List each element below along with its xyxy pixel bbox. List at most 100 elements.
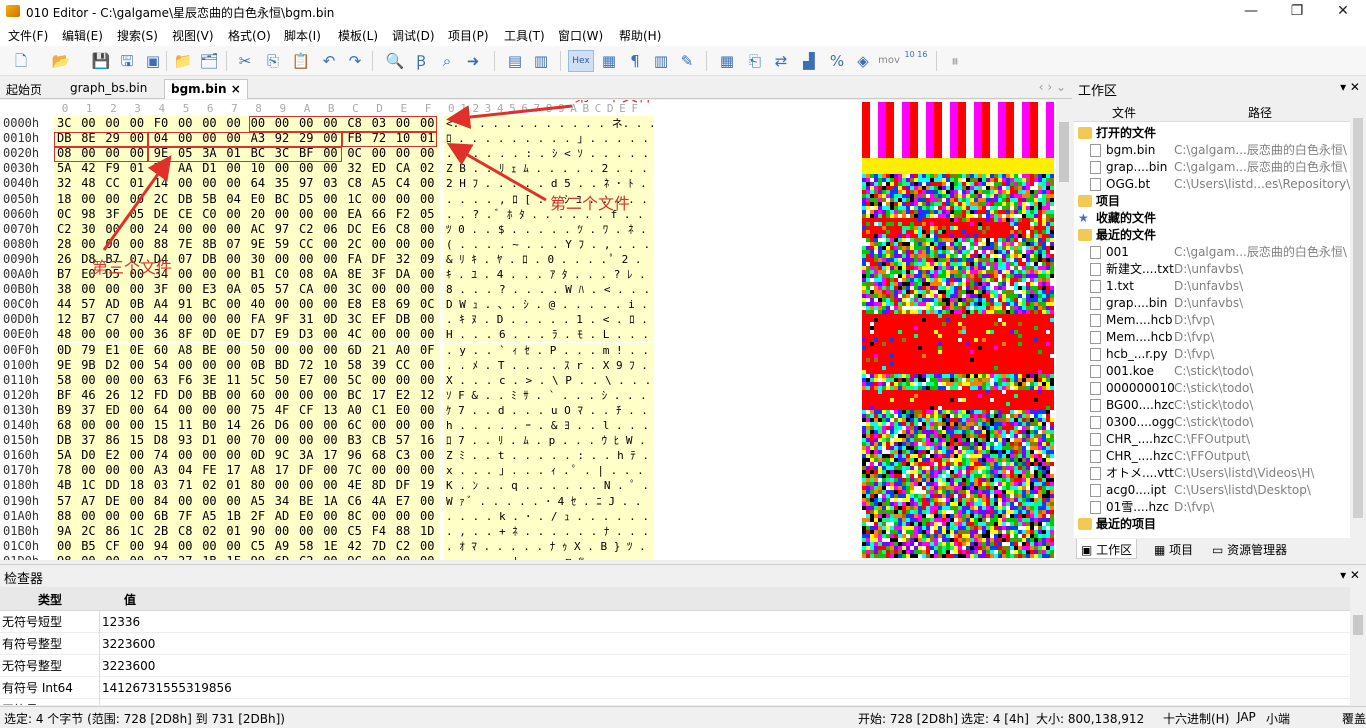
hex-byte[interactable]: 00 [420,236,435,251]
hex-byte[interactable]: FD [153,387,169,402]
hex-byte[interactable]: B7 [105,251,120,266]
hex-byte[interactable]: B3 [347,433,362,448]
hex-byte[interactable]: 7F [178,508,193,523]
hex-byte[interactable]: 9B [81,357,96,372]
hex-byte[interactable]: 57 [81,297,96,312]
menu-window[interactable]: 窗口(W) [558,29,604,43]
hex-byte[interactable]: 00 [396,554,418,560]
ascii-text[interactable]: . . . . k . ･ . / ｭ . . . . . . [446,509,650,523]
hex-byte[interactable]: 57 [274,282,290,297]
hex-byte[interactable]: 3C [274,146,290,161]
histogram-icon[interactable]: ▟ [803,52,815,70]
hex-byte[interactable]: 00 [420,116,435,130]
hex-byte[interactable]: 79 [81,342,96,357]
hex-row[interactable]: 01C0h 00 B5 CF 00 94 00 00 00 C5 A9 58 1E 42 7D C2 00. ｵ… [0,538,660,554]
hex-byte[interactable]: 00 [226,176,241,191]
hex-byte[interactable]: 92 [274,131,290,146]
ascii-text[interactable]: W ｧ ﾞ . . . . . ･ 4 ｾ . ﾆ J . . [446,494,642,508]
hex-byte[interactable]: 00 [371,508,387,523]
hex-byte[interactable]: 00 [323,236,338,251]
ascii-text[interactable]: x . . . ｣ . . . ｨ . ﾟ . | . . . [446,464,644,478]
ascii-text[interactable]: H . . . 6 . . . ﾗ . ﾓ . L . . . [446,328,650,342]
hex-byte[interactable]: 11 [226,372,241,387]
hex-byte[interactable]: 15 [129,433,145,448]
hex-byte[interactable]: 9C [347,554,369,560]
hex-byte[interactable]: 26 [105,387,120,402]
hex-byte[interactable]: 17 [226,463,241,478]
hex-byte[interactable]: 66 [371,206,387,221]
hex-byte[interactable]: A5 [371,176,387,191]
hex-byte[interactable]: C2 [57,221,72,236]
hex-byte[interactable]: 00 [420,463,435,478]
hex-byte[interactable]: 8E [347,267,362,281]
hex-byte[interactable]: 86 [105,523,120,538]
hex-byte[interactable]: 00 [81,146,96,161]
hex-byte[interactable]: 00 [129,372,145,387]
hex-byte[interactable]: 00 [420,493,435,508]
hex-byte[interactable]: 00 [250,116,266,130]
hex-byte[interactable]: 00 [395,463,411,478]
hex-byte[interactable]: 98 [81,206,96,221]
hex-byte[interactable]: 00 [299,523,314,538]
hex-byte[interactable]: C5 [250,538,266,553]
hex-byte[interactable]: A5 [202,508,217,523]
hex-byte[interactable]: DD [105,478,120,493]
hex-byte[interactable]: 01 [129,176,145,191]
hex-byte[interactable]: 00 [420,176,435,191]
hex-byte[interactable]: 9C [274,448,290,463]
hex-byte[interactable]: 00 [202,312,217,327]
hex-byte[interactable]: 4A [371,493,387,508]
hex-byte[interactable]: C2 [299,221,314,236]
open-file-icon[interactable]: 📂 [51,52,71,70]
ascii-text[interactable]: X . . . c . > . \ P . . \ . . . [446,373,652,387]
hex-byte[interactable]: 9E [57,357,72,372]
hex-byte[interactable]: 0C [420,297,435,312]
ascii-text[interactable]: . . ﾒ . T . . . . ｽ r . X 9 ﾌ . [446,358,648,372]
hex-byte[interactable]: 00 [420,146,435,161]
hex-byte[interactable]: 97 [299,176,314,191]
hex-byte[interactable]: 09 [420,251,435,266]
hex-byte[interactable]: 00 [105,236,120,251]
hex-byte[interactable]: A3 [153,463,169,478]
hex-byte[interactable]: A0 [347,402,362,417]
hex-byte[interactable]: D8 [81,251,96,266]
hex-byte[interactable]: 00 [226,493,241,508]
hex-byte[interactable]: 00 [81,327,96,342]
hex-byte[interactable]: 00 [323,463,338,478]
hex-byte[interactable]: B9 [57,402,72,417]
hex-byte[interactable]: 21 [371,342,387,357]
hex-byte[interactable]: 00 [81,282,96,297]
hex-byte[interactable]: 00 [226,402,241,417]
hex-byte[interactable]: 00 [105,554,127,560]
hex-byte[interactable]: 57 [395,433,411,448]
hex-byte[interactable]: 6B [153,508,169,523]
hex-byte[interactable]: 0B [129,297,145,312]
ascii-text[interactable]: Z B . . ﾘ ｪ ﾑ . . . . . 2 . . . [446,162,648,176]
ascii-text[interactable]: ( . . . . ~ . . . Y ﾌ . , . . . [446,237,651,251]
hex-byte[interactable]: B7 [81,312,96,327]
menu-search[interactable]: 搜索(S) [117,29,158,43]
cut-icon[interactable]: ✂ [238,52,252,70]
hex-byte[interactable]: CB [371,433,387,448]
ascii-text[interactable]: . y . . ` ｨ ｾ . P . . . m ! . . [446,343,650,357]
hex-byte[interactable]: D0 [81,448,96,463]
hex-byte[interactable]: B5 [81,538,96,553]
hex-row[interactable]: 0170h 78 00 00 00 A3 04 FE 17 A8 17 DF 00 7C 00 00 00 x .… [0,463,660,479]
hex-byte[interactable]: 00 [323,146,338,161]
hex-byte[interactable]: C0 [274,267,290,281]
hex-byte[interactable]: 00 [395,282,411,297]
hex-byte[interactable]: E7 [299,372,314,387]
hex-byte[interactable]: 26 [57,251,72,266]
hex-byte[interactable]: 00 [178,357,193,372]
hex-byte[interactable]: 64 [153,402,169,417]
hex-byte[interactable]: 01 [226,478,241,493]
hex-byte[interactable]: FB [347,131,362,146]
hex-byte[interactable]: 00 [202,176,217,191]
hex-byte[interactable]: 00 [178,538,193,553]
hex-byte[interactable]: 06 [323,221,338,236]
hex-byte[interactable]: 78 [57,463,72,478]
hex-byte[interactable]: CF [299,402,314,417]
tab-start-page[interactable]: 起始页 [6,83,43,97]
hex-byte[interactable]: 00 [129,312,145,327]
hex-byte[interactable]: CF [105,538,120,553]
